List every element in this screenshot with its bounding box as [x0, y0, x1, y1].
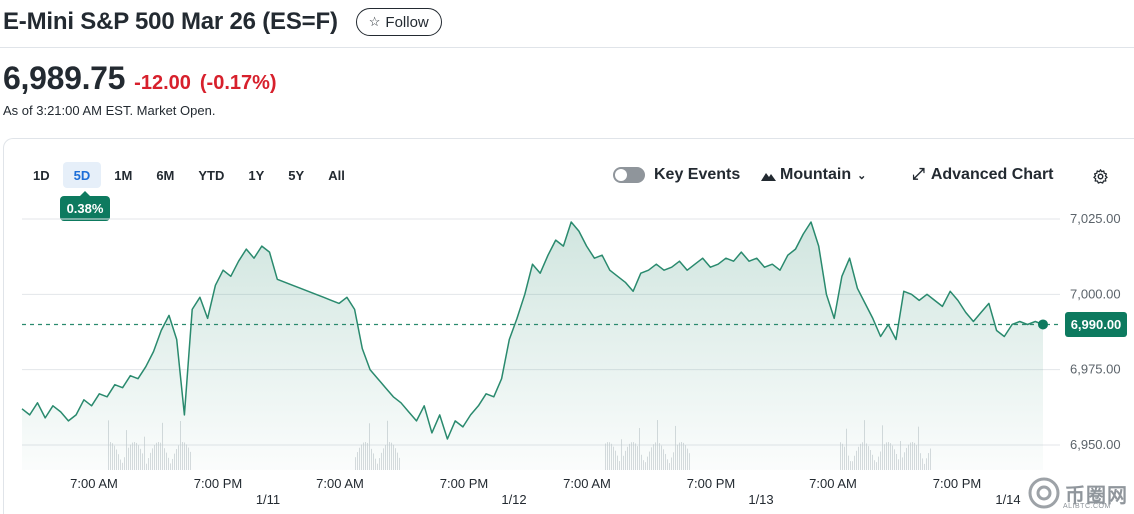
range-1m[interactable]: 1M	[114, 167, 133, 183]
current-price: 6,989.75	[3, 60, 126, 96]
header-divider	[0, 47, 1134, 48]
date-label: 1/14	[995, 492, 1020, 507]
watermark-sub: ALIBTC.COM	[1063, 503, 1111, 510]
range-5d[interactable]: 5D	[62, 162, 102, 188]
market-status: As of 3:21:00 AM EST. Market Open.	[3, 103, 216, 118]
star-outline-icon: ☆	[368, 14, 381, 29]
chevron-down-icon: ⌄	[857, 169, 867, 182]
date-label: 1/13	[748, 492, 773, 507]
range-ytd[interactable]: YTD	[198, 167, 225, 183]
range-1y[interactable]: 1Y	[248, 167, 265, 183]
range-1d[interactable]: 1D	[33, 167, 50, 183]
y-tick-label: 6,975.00	[1070, 362, 1121, 377]
date-label: 1/11	[256, 492, 280, 507]
key-events-toggle[interactable]: Key Events	[613, 166, 740, 184]
watermark-text: 币圈网	[1065, 484, 1128, 507]
follow-button[interactable]: ☆ Follow	[355, 8, 442, 36]
last-price-tag: 6,990.00	[1065, 312, 1127, 337]
price-change-percent: (-0.17%)	[199, 72, 277, 94]
range-5y[interactable]: 5Y	[288, 167, 305, 183]
toggle-switch[interactable]	[613, 167, 645, 183]
range-change-badge: 0.38%	[60, 191, 110, 221]
range-6m[interactable]: 6M	[156, 167, 175, 183]
y-tick-label: 7,025.00	[1070, 211, 1121, 226]
chart-card	[3, 138, 1134, 514]
x-tick-label: 7:00 PM	[933, 476, 981, 491]
x-tick-label: 7:00 PM	[440, 476, 488, 491]
watermark-logo-icon	[1028, 477, 1060, 509]
range-all[interactable]: All	[328, 167, 345, 183]
x-tick-label: 7:00 PM	[687, 476, 735, 491]
quote-header: E-Mini S&P 500 Mar 26 (ES=F) ☆ Follow	[3, 6, 442, 38]
x-tick-label: 7:00 AM	[70, 476, 118, 491]
x-tick-label: 7:00 AM	[316, 476, 364, 491]
x-tick-label: 7:00 AM	[809, 476, 857, 491]
y-tick-label: 7,000.00	[1070, 286, 1121, 301]
key-events-label: Key Events	[654, 166, 741, 183]
chart-type-dropdown[interactable]: Mountain ⌄	[761, 166, 866, 184]
x-tick-label: 7:00 AM	[563, 476, 611, 491]
price-change: -12.00	[134, 72, 191, 94]
y-tick-label: 6,950.00	[1070, 437, 1121, 452]
chart-type-label: Mountain	[780, 166, 852, 183]
date-label: 1/12	[501, 492, 526, 507]
expand-arrows-icon: ⤢	[912, 166, 925, 183]
x-tick-label: 7:00 PM	[194, 476, 242, 491]
advanced-chart-label: Advanced Chart	[930, 166, 1054, 183]
price-area	[22, 222, 1043, 470]
follow-label: Follow	[385, 13, 429, 31]
advanced-chart-button[interactable]: ⤢ Advanced Chart	[912, 166, 1054, 184]
page-title: E-Mini S&P 500 Mar 26 (ES=F)	[3, 8, 338, 35]
gear-icon[interactable]	[1092, 168, 1109, 185]
price-row: 6,989.75 -12.00 (-0.17%)	[3, 60, 277, 97]
price-line	[21, 221, 1044, 440]
watermark: 币圈网	[1027, 476, 1128, 510]
range-selector: 1D 5D 1M 6M YTD 1Y 5Y All	[22, 162, 358, 188]
last-price-dot	[1038, 319, 1048, 330]
mountain-icon	[761, 173, 776, 181]
